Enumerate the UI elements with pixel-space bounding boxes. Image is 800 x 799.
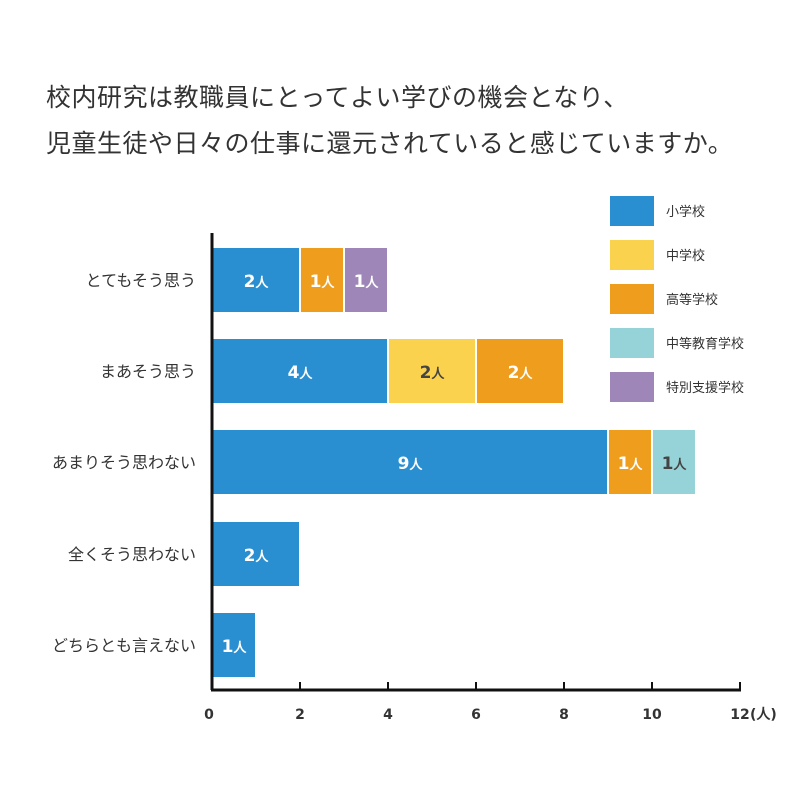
bar-data-label: 1人 [222,637,248,657]
bar-data-label: 2人 [508,363,534,383]
category-label: まあそう思う [100,362,196,381]
category-label: とてもそう思う [86,271,196,290]
x-tick-label: 10 [642,707,662,723]
category-label: どちらとも言えない [52,636,196,655]
bar-segment [653,430,695,494]
bar-segment [213,613,255,677]
bar-segment [609,430,651,494]
bar-segment [301,248,343,312]
bar-data-label: 1人 [618,454,644,474]
category-label: 全くそう思わない [68,545,196,564]
bar-data-label: 9人 [398,454,424,474]
bar-segment [213,248,299,312]
chart-title-line-1: 校内研究は教職員にとってよい学びの機会となり、 [46,83,629,112]
bar-data-label: 2人 [244,546,270,566]
bar-data-label: 2人 [244,272,270,292]
x-tick-label: 8 [559,707,569,723]
bar-segment [389,339,475,403]
x-tick-label: 12 [730,707,749,723]
bar-data-label: 4人 [288,363,314,383]
bar-data-label: 1人 [354,272,380,292]
x-tick-label: 4 [383,707,393,723]
bar-segment [213,522,299,586]
legend-label: 特別支援学校 [666,380,744,396]
x-tick-label: 0 [204,707,214,723]
legend-label: 高等学校 [666,292,718,308]
x-tick-label: 6 [471,707,481,723]
legend-swatch [610,284,654,314]
x-axis-unit: (人) [750,706,777,723]
legend-swatch [610,196,654,226]
legend-label: 小学校 [666,204,705,220]
legend-swatch [610,372,654,402]
legend-label: 中等教育学校 [666,336,744,352]
legend-swatch [610,240,654,270]
bar-data-label: 2人 [420,363,446,383]
bar-data-label: 1人 [310,272,336,292]
bar-segment [213,430,607,494]
bar-segment [477,339,563,403]
legend-swatch [610,328,654,358]
legend-label: 中学校 [666,248,705,264]
category-label: あまりそう思わない [52,453,196,472]
bar-segment [213,339,387,403]
bar-data-label: 1人 [662,454,688,474]
bar-segment [345,248,387,312]
chart-title-line-2: 児童生徒や日々の仕事に還元されていると感じていますか。 [46,129,734,158]
x-tick-label: 2 [295,707,305,723]
